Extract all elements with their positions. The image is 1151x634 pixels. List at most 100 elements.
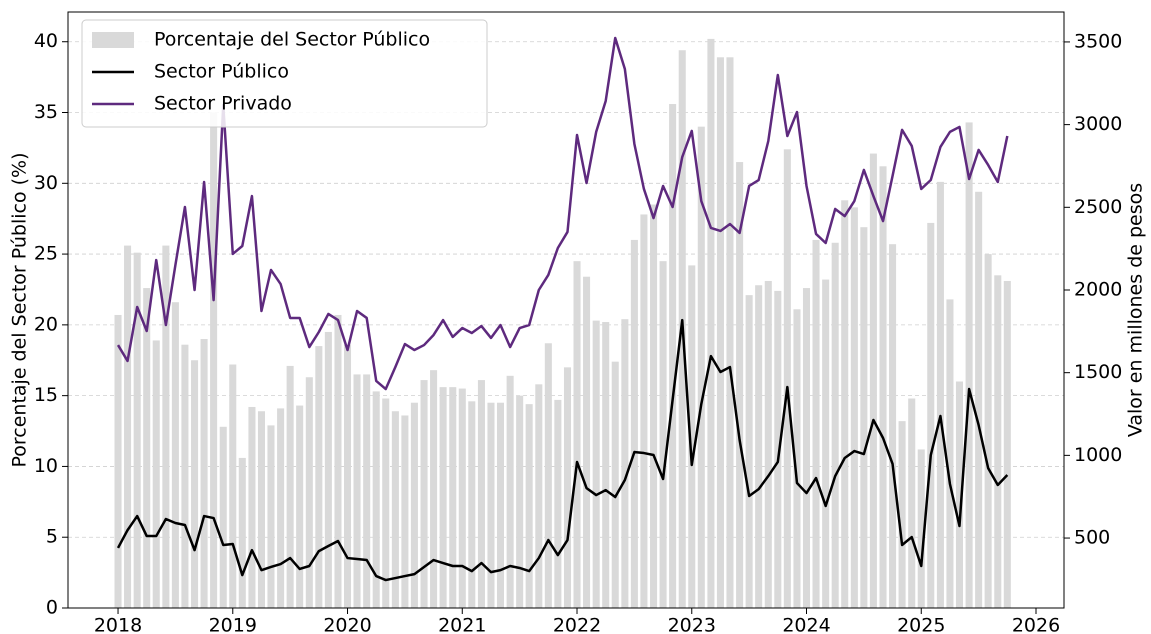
bar	[621, 319, 629, 608]
bar	[975, 191, 983, 609]
bar	[716, 57, 724, 609]
y-tick-label: 30	[34, 172, 58, 194]
bar	[640, 214, 648, 608]
bar	[143, 288, 151, 608]
bar	[697, 126, 705, 608]
bar	[965, 122, 973, 609]
bar	[315, 346, 323, 608]
bar	[841, 200, 849, 608]
x-tick-label: 2021	[438, 615, 486, 634]
bar	[535, 384, 543, 608]
bar	[410, 402, 418, 608]
legend-swatch	[92, 32, 134, 48]
bar	[238, 457, 246, 608]
bar	[296, 405, 304, 608]
bar	[458, 388, 466, 608]
y-axis-label: Porcentaje del Sector Público (%)	[9, 152, 31, 467]
bar	[343, 344, 352, 608]
bar	[324, 331, 332, 608]
bar	[898, 421, 906, 608]
bar	[353, 374, 361, 608]
bar	[229, 364, 237, 608]
bar	[850, 207, 858, 609]
y2-tick-label: 500	[1074, 527, 1110, 549]
bar	[171, 302, 179, 608]
bar	[611, 361, 619, 608]
bar	[210, 112, 218, 608]
bar	[650, 204, 658, 608]
bar	[439, 387, 447, 608]
x-tick-label: 2023	[668, 615, 716, 634]
bar	[917, 449, 925, 608]
y2-tick-label: 1500	[1074, 361, 1122, 383]
bar	[267, 425, 275, 608]
bar	[334, 314, 342, 608]
bar	[305, 377, 313, 608]
bar	[822, 279, 830, 608]
y-tick-label: 0	[46, 597, 58, 619]
x-tick-label: 2026	[1012, 615, 1060, 634]
bar	[755, 285, 763, 608]
bar	[363, 374, 371, 608]
bar	[879, 166, 887, 609]
bar	[592, 320, 600, 608]
bar	[946, 299, 954, 608]
legend-box	[81, 19, 488, 128]
bar	[736, 162, 744, 608]
bar	[191, 360, 199, 608]
bar	[124, 245, 132, 608]
line	[116, 36, 1009, 391]
plot-frame	[67, 11, 1065, 609]
bar	[726, 57, 734, 609]
bar	[506, 375, 514, 608]
bar	[583, 276, 591, 608]
bar	[802, 288, 811, 608]
bar	[889, 244, 897, 608]
bar	[602, 322, 610, 608]
bar	[669, 104, 677, 608]
bar	[544, 343, 552, 608]
bar	[525, 404, 533, 608]
legend-label: Sector Público	[154, 61, 289, 83]
bar	[420, 380, 428, 608]
x-tick-label: 2024	[782, 615, 830, 634]
legend-label: Sector Privado	[154, 93, 292, 115]
bar	[955, 381, 963, 608]
bar	[707, 38, 715, 608]
bar	[200, 339, 208, 608]
bar	[430, 370, 438, 608]
bar	[181, 344, 189, 608]
bar	[1003, 280, 1011, 608]
bar	[745, 295, 753, 608]
bar	[152, 340, 160, 608]
line	[116, 318, 1009, 582]
legend-label: Porcentaje del Sector Público	[154, 29, 430, 51]
y-tick-label: 25	[34, 243, 58, 265]
bar	[391, 411, 399, 608]
y-tick-label: 5	[46, 526, 58, 548]
bar	[783, 149, 791, 608]
bar	[688, 265, 696, 608]
bar	[774, 290, 782, 608]
bar	[927, 222, 935, 609]
bar	[984, 254, 992, 609]
bar	[133, 252, 141, 608]
bar	[630, 239, 638, 608]
bar	[908, 398, 916, 608]
bar	[496, 402, 505, 608]
bar	[994, 275, 1002, 608]
x-tick-label: 2022	[553, 615, 601, 634]
bar	[860, 227, 868, 608]
bar	[563, 367, 572, 608]
y2-tick-label: 3500	[1074, 30, 1122, 52]
bar	[812, 239, 820, 608]
bar	[764, 280, 772, 608]
bar	[477, 380, 485, 608]
bar	[554, 399, 562, 608]
y-tick-label: 20	[34, 313, 58, 335]
y-tick-label: 35	[34, 101, 58, 123]
x-tick-label: 2018	[94, 615, 142, 634]
y-tick-label: 40	[34, 30, 58, 52]
y2-axis-label: Valor en millones de pesos	[1125, 183, 1147, 437]
x-tick-label: 2019	[209, 615, 257, 634]
